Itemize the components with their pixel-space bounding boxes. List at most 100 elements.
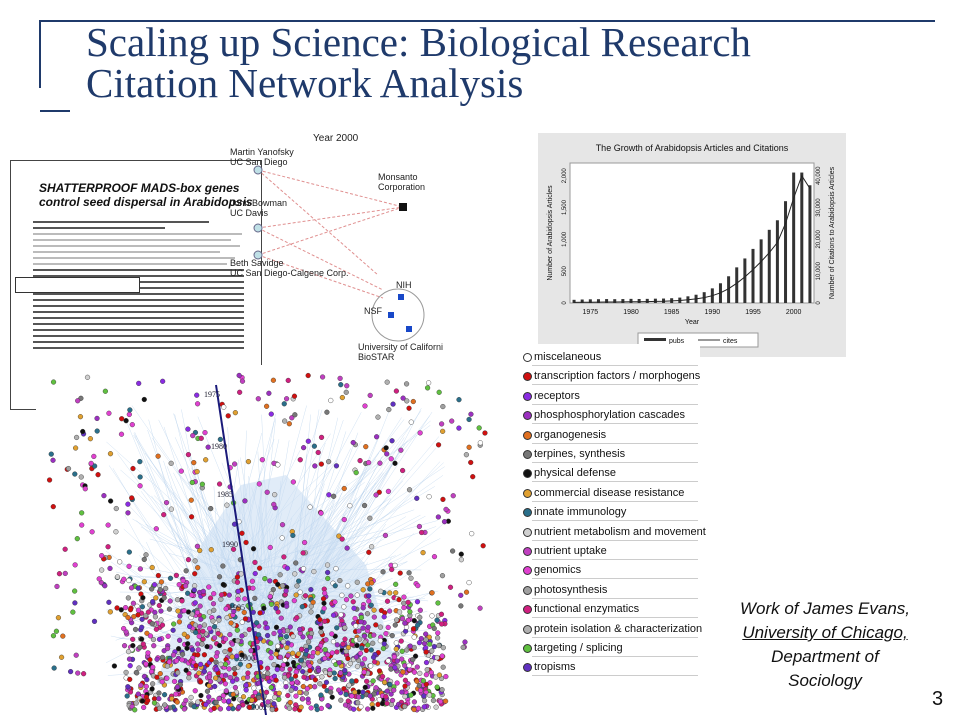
node-yanofsky bbox=[253, 165, 263, 175]
legend-item: photosynthesis bbox=[518, 581, 700, 601]
year-label: 1995 bbox=[229, 603, 245, 612]
citation-network-svg: 1975 1980 1985 1990 1995 2000 2002 bbox=[46, 372, 488, 715]
chart-title: The Growth of Arabidopsis Articles and C… bbox=[596, 143, 789, 153]
bar-pubs bbox=[662, 298, 666, 303]
legend-swatch bbox=[523, 411, 532, 421]
y-axis-label: Number of Arabidopsis Articles bbox=[547, 185, 554, 281]
bar-pubs bbox=[645, 298, 649, 303]
legend-item: functional enzymatics bbox=[518, 600, 700, 620]
credit-line-2: University of Chicago, bbox=[742, 623, 908, 642]
bar-pubs bbox=[629, 298, 633, 303]
legend-swatch bbox=[523, 663, 532, 673]
bar-pubs bbox=[735, 267, 739, 303]
y2-tick-label: 0 bbox=[816, 301, 822, 305]
legend-divider bbox=[532, 384, 698, 386]
diagram-label-savidge: Beth Savidge UC San Diego-Calgene Corp. bbox=[230, 258, 349, 278]
y-tick-label: 2,000 bbox=[562, 168, 568, 184]
legend-item: receptors bbox=[518, 387, 700, 407]
network-nodes bbox=[46, 372, 488, 713]
node-bowman bbox=[253, 223, 263, 233]
collaboration-diagram: Year 2000 Martin Yanofsky UC San Diego Jo… bbox=[218, 130, 523, 370]
legend-label: transcription factors / morphogens bbox=[534, 370, 701, 383]
legend-label: receptors bbox=[534, 389, 580, 402]
page-number: 3 bbox=[932, 688, 944, 710]
legend-divider bbox=[532, 365, 698, 366]
legend-divider bbox=[532, 675, 698, 677]
y2-tick-label: 20,000 bbox=[816, 230, 822, 249]
legend-item: phosphosphorylation cascades bbox=[518, 406, 700, 426]
bar-pubs bbox=[743, 258, 747, 303]
legend-swatch bbox=[523, 527, 532, 537]
legend-label: nutrient metabolism and movement bbox=[534, 525, 706, 538]
diagram-label-uc: University of Californi BioSTAR bbox=[358, 342, 444, 362]
bar-pubs bbox=[784, 201, 788, 303]
title-side-rule bbox=[39, 20, 41, 88]
legend-divider bbox=[532, 403, 698, 405]
year-label: 2002 bbox=[251, 703, 267, 712]
legend-item: terpines, synthesis bbox=[518, 445, 700, 465]
legend-swatch bbox=[523, 566, 532, 576]
y2-tick-label: 30,000 bbox=[816, 198, 822, 217]
bar-pubs bbox=[727, 276, 731, 303]
legend-label: nutrient uptake bbox=[534, 545, 607, 557]
y2-tick-label: 10,000 bbox=[816, 261, 822, 280]
credit-text: Work of James Evans, University of Chica… bbox=[700, 597, 950, 693]
topic-legend: miscelaneous transcription factors / morp… bbox=[518, 344, 706, 678]
y-tick-label: 1,500 bbox=[562, 199, 568, 215]
legend-label-pubs: pubs bbox=[669, 338, 685, 345]
paper-body-lines bbox=[33, 221, 253, 353]
y2-tick-label: 40,000 bbox=[816, 166, 822, 185]
legend-item: protein isolation & characterization bbox=[518, 620, 702, 640]
bar-pubs bbox=[775, 220, 779, 303]
x-tick-label: 1980 bbox=[623, 309, 639, 316]
legend-item: nutrient metabolism and movement bbox=[518, 523, 706, 543]
credit-line-1: Work of James Evans, bbox=[739, 599, 911, 618]
x-axis-label: Year bbox=[685, 319, 700, 326]
year-axis-line bbox=[215, 384, 267, 715]
legend-item: targeting / splicing bbox=[518, 639, 700, 659]
legend-swatch bbox=[523, 391, 532, 401]
bar-pubs bbox=[637, 298, 641, 303]
legend-item: tropisms bbox=[518, 658, 700, 678]
bar-pubs bbox=[759, 239, 763, 303]
year-label: 2000 bbox=[239, 654, 255, 663]
legend-item: organogenesis bbox=[518, 426, 700, 446]
collaboration-edges bbox=[253, 165, 425, 342]
legend-divider bbox=[532, 481, 698, 483]
x-tick-label: 1975 bbox=[583, 309, 599, 316]
slide-title: Scaling up Science: Biological Research … bbox=[86, 22, 946, 104]
legend-swatch bbox=[523, 508, 532, 518]
x-tick-label: 2000 bbox=[786, 309, 802, 316]
y-tick-label: 500 bbox=[562, 266, 568, 277]
legend-swatch bbox=[523, 585, 532, 595]
legend-swatch bbox=[523, 450, 532, 459]
legend-label: genomics bbox=[534, 564, 582, 577]
legend-label: phosphosphorylation cascades bbox=[534, 409, 686, 422]
legend-label: commercial disease resistance bbox=[534, 486, 685, 499]
legend-divider bbox=[532, 423, 698, 425]
legend-swatch bbox=[523, 469, 532, 479]
paper-headline-line-2: control seed dispersal in Arabidopsis bbox=[39, 195, 253, 209]
diagram-year: Year 2000 bbox=[313, 133, 359, 144]
legend-label: organogenesis bbox=[534, 428, 607, 441]
citation-network-graph: 1975 1980 1985 1990 1995 2000 2002 bbox=[36, 365, 506, 715]
x-tick-label: 1990 bbox=[705, 309, 721, 316]
bar-pubs bbox=[808, 185, 812, 303]
growth-chart-svg: The Growth of Arabidopsis Articles and C… bbox=[547, 143, 836, 348]
legend-label: photosynthesis bbox=[534, 583, 608, 596]
legend-swatch bbox=[523, 372, 532, 382]
bar-pubs bbox=[621, 299, 625, 303]
year-label: 1990 bbox=[222, 540, 238, 549]
year-label: 1975 bbox=[204, 390, 220, 399]
legend-label: functional enzymatics bbox=[534, 603, 640, 616]
legend-swatch bbox=[523, 430, 532, 440]
bar-pubs bbox=[588, 299, 592, 303]
legend-label: miscelaneous bbox=[534, 351, 602, 363]
credit-line-3: Department of bbox=[771, 647, 879, 666]
legend-divider bbox=[532, 617, 698, 619]
legend-swatch bbox=[523, 488, 532, 498]
legend-swatch bbox=[523, 605, 532, 615]
diagram-label-yanofsky: Martin Yanofsky UC San Diego bbox=[230, 147, 294, 167]
title-line-2: Citation Network Analysis bbox=[86, 60, 524, 106]
node-savidge bbox=[253, 250, 263, 260]
